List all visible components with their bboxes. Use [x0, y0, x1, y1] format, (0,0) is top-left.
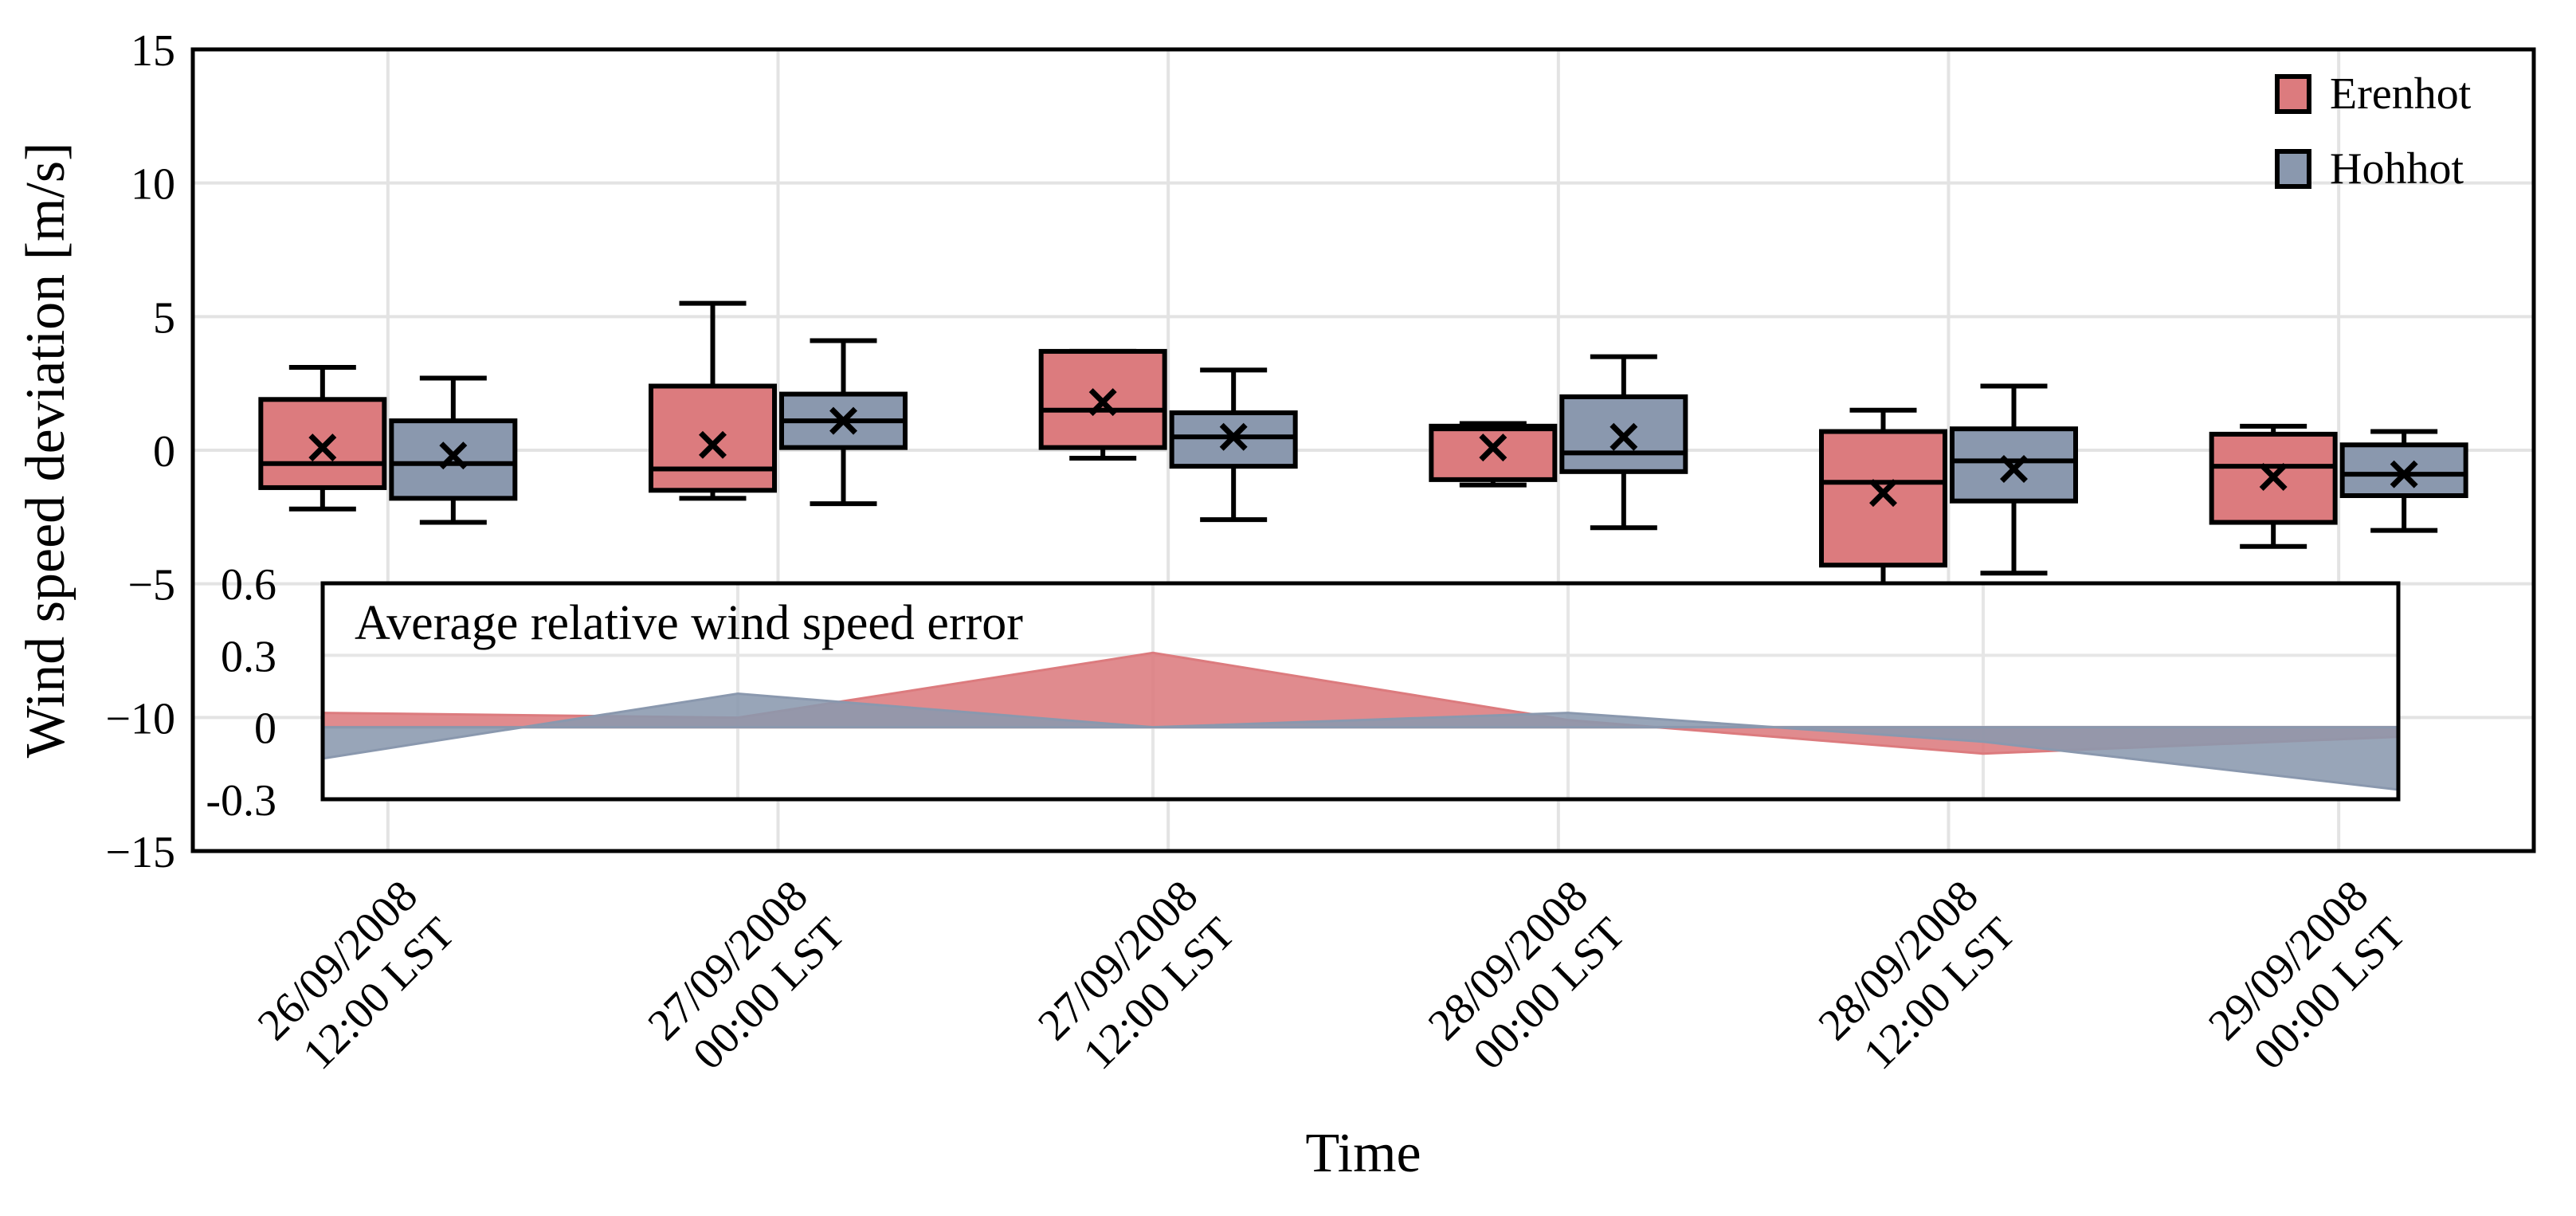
box-iqr — [649, 383, 777, 493]
mean-marker — [2390, 460, 2418, 488]
mean-marker — [1610, 422, 1638, 451]
box-iqr — [389, 418, 518, 501]
mean-marker — [2000, 454, 2028, 483]
box-erenhot — [649, 300, 777, 501]
y-axis-label: Wind speed deviation [m/s] — [15, 143, 76, 759]
y-tick-label: 5 — [153, 293, 175, 343]
mean-marker — [699, 430, 727, 459]
mean-marker — [1869, 479, 1897, 508]
inset-title: Average relative wind speed error — [355, 596, 1023, 650]
box-iqr — [1429, 423, 1558, 482]
legend-item-erenhot: Erenhot — [2275, 69, 2472, 119]
box-erenhot — [258, 365, 387, 512]
box-erenhot — [1038, 348, 1167, 461]
box-hohhot — [389, 375, 518, 525]
box-iqr — [258, 397, 387, 490]
box-hohhot — [1169, 367, 1298, 523]
mean-marker — [1219, 422, 1248, 451]
box-erenhot — [1819, 407, 1947, 586]
y-ticks: 15 10 5 0 −5 −10 −15 — [105, 26, 175, 877]
inset: Average relative wind speed error 0.6 0.3 0… — [206, 560, 2401, 826]
box-iqr — [2339, 442, 2468, 499]
legend-label: Erenhot — [2330, 69, 2472, 119]
inset-y-tick-label: -0.3 — [206, 776, 276, 826]
mean-marker — [2259, 463, 2288, 492]
box-hohhot — [1950, 383, 2078, 618]
box-hohhot — [2339, 429, 2468, 533]
mean-marker — [1088, 388, 1117, 417]
legend-label: Hohhot — [2330, 144, 2464, 194]
mean-marker — [829, 406, 857, 435]
box-hohhot — [1559, 354, 1688, 531]
y-tick-label: −5 — [127, 561, 175, 610]
legend-swatch — [2275, 74, 2311, 114]
inset-y-tick-label: 0.3 — [221, 632, 276, 681]
box-erenhot — [1429, 421, 1558, 488]
mean-marker — [1479, 433, 1508, 462]
box-iqr — [1950, 426, 2078, 504]
box-erenhot — [2209, 423, 2338, 549]
inset-y-tick-label: 0.6 — [221, 560, 276, 610]
plot-frame — [190, 47, 2536, 853]
inset-frame — [320, 581, 2401, 802]
mean-marker — [308, 433, 337, 462]
x-axis-label: Time — [1305, 1123, 1421, 1184]
box-hohhot — [779, 338, 908, 507]
y-tick-label: 10 — [131, 160, 175, 210]
y-tick-label: 0 — [153, 427, 175, 477]
y-tick-label: 15 — [131, 26, 175, 76]
box-layer — [258, 300, 2468, 618]
y-tick-label: −10 — [105, 694, 175, 743]
mean-marker — [439, 441, 468, 470]
legend-item-hohhot: Hohhot — [2275, 144, 2464, 194]
box-iqr — [1819, 429, 1947, 568]
y-tick-label: −15 — [105, 828, 175, 877]
legend-swatch — [2275, 149, 2311, 189]
inset-y-tick-label: 0 — [254, 704, 276, 754]
legend: Erenhot Hohhot — [2275, 69, 2472, 194]
